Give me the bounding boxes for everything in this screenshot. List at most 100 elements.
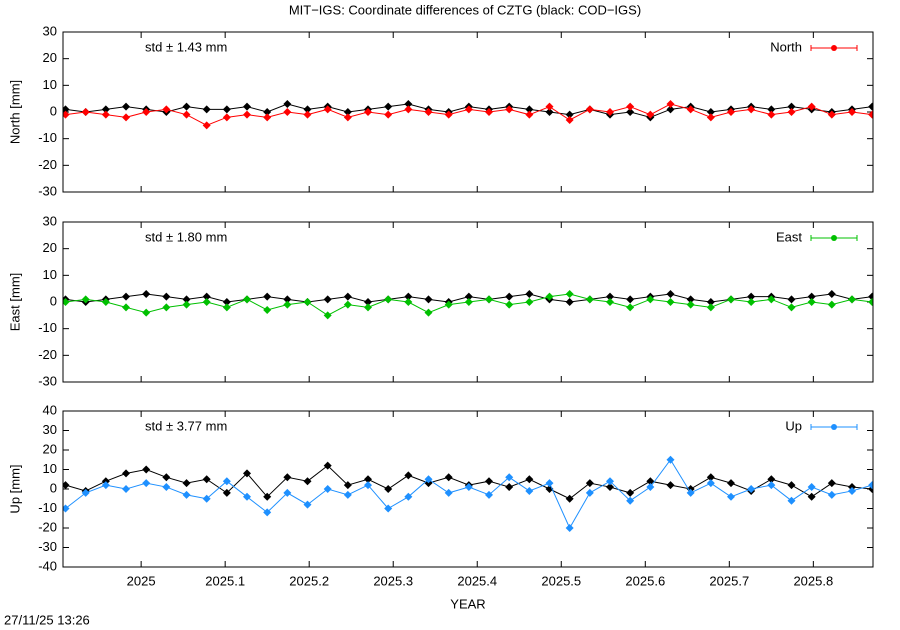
data-point — [202, 121, 211, 130]
data-point — [263, 508, 272, 517]
plot-area — [63, 290, 873, 320]
data-point — [263, 108, 272, 116]
data-point — [343, 113, 352, 122]
data-point — [283, 473, 292, 482]
y-tick-label: 30 — [43, 213, 57, 228]
data-point — [101, 481, 110, 490]
data-point — [283, 300, 292, 309]
data-point — [202, 292, 211, 301]
data-point — [202, 298, 211, 306]
x-tick-label: 2025.7 — [709, 573, 749, 588]
x-tick-label: 2025.5 — [541, 573, 581, 588]
data-point — [565, 110, 574, 119]
data-point — [182, 300, 191, 309]
data-point — [767, 110, 776, 119]
data-point — [303, 105, 312, 114]
data-point — [505, 292, 514, 301]
data-point — [706, 113, 715, 122]
data-point — [686, 295, 695, 304]
data-point — [162, 473, 171, 482]
data-point — [626, 108, 635, 116]
data-point — [444, 300, 453, 309]
legend-marker — [831, 235, 837, 241]
data-point — [606, 483, 615, 492]
data-point — [807, 483, 816, 492]
data-point — [142, 479, 151, 488]
x-tick-label: 2025.6 — [625, 573, 665, 588]
data-point — [404, 100, 413, 108]
data-point — [726, 492, 735, 501]
data-point — [263, 306, 272, 314]
data-point — [686, 488, 695, 497]
data-point — [444, 488, 453, 497]
data-point — [585, 479, 594, 488]
data-point — [222, 477, 231, 486]
data-point — [364, 475, 373, 484]
data-point — [243, 110, 252, 119]
y-tick-label: -10 — [38, 130, 57, 145]
data-point — [323, 295, 332, 304]
data-point — [283, 488, 292, 497]
data-point — [101, 105, 110, 114]
data-point — [505, 473, 514, 482]
data-point — [424, 295, 433, 304]
data-point — [222, 105, 231, 114]
data-point — [787, 496, 796, 505]
y-tick-label: 20 — [43, 50, 57, 65]
timestamp: 27/11/25 13:26 — [4, 612, 90, 627]
data-point — [767, 105, 776, 114]
data-point — [202, 105, 211, 114]
y-axis-label: North [mm] — [7, 80, 22, 144]
data-point — [142, 308, 151, 317]
data-point — [323, 105, 332, 114]
x-tick-label: 2025.8 — [793, 573, 833, 588]
data-point — [505, 300, 514, 309]
data-point — [182, 490, 191, 499]
data-point — [666, 100, 675, 108]
data-point — [444, 473, 453, 482]
y-tick-label: 0 — [50, 480, 57, 495]
y-tick-label: -20 — [38, 157, 57, 172]
data-point — [626, 295, 635, 304]
x-axis-label: YEAR — [450, 596, 485, 611]
data-point — [525, 475, 534, 484]
data-point — [485, 108, 494, 116]
legend-marker — [831, 45, 837, 51]
data-point — [787, 481, 796, 490]
legend-label: Up — [785, 418, 802, 433]
data-point — [384, 485, 393, 493]
data-point — [142, 290, 151, 298]
data-point — [122, 102, 131, 111]
data-point — [404, 292, 413, 301]
data-point — [505, 483, 514, 492]
data-point — [787, 295, 796, 304]
data-point — [807, 492, 816, 501]
data-point — [706, 473, 715, 482]
chart-title: MIT−IGS: Coordinate differences of CZTG … — [289, 2, 641, 17]
y-tick-label: 20 — [43, 240, 57, 255]
data-point — [343, 481, 352, 490]
data-point — [565, 116, 574, 124]
data-point — [626, 496, 635, 505]
data-point — [747, 292, 756, 301]
data-point — [827, 490, 836, 499]
y-tick-label: 30 — [43, 422, 57, 437]
data-point — [646, 110, 655, 119]
data-point — [182, 110, 191, 119]
data-point — [827, 290, 836, 298]
data-point — [767, 475, 776, 484]
y-tick-label: 10 — [43, 77, 57, 92]
data-point — [666, 105, 675, 114]
data-point — [283, 295, 292, 304]
data-point — [202, 475, 211, 484]
data-point — [464, 105, 473, 114]
data-point — [585, 105, 594, 114]
data-point — [122, 485, 131, 493]
x-tick-label: 2025 — [127, 573, 156, 588]
data-point — [606, 292, 615, 301]
y-tick-label: 30 — [43, 23, 57, 38]
data-point — [505, 105, 514, 114]
data-point — [243, 469, 252, 478]
data-point — [162, 105, 171, 114]
data-point — [122, 469, 131, 478]
